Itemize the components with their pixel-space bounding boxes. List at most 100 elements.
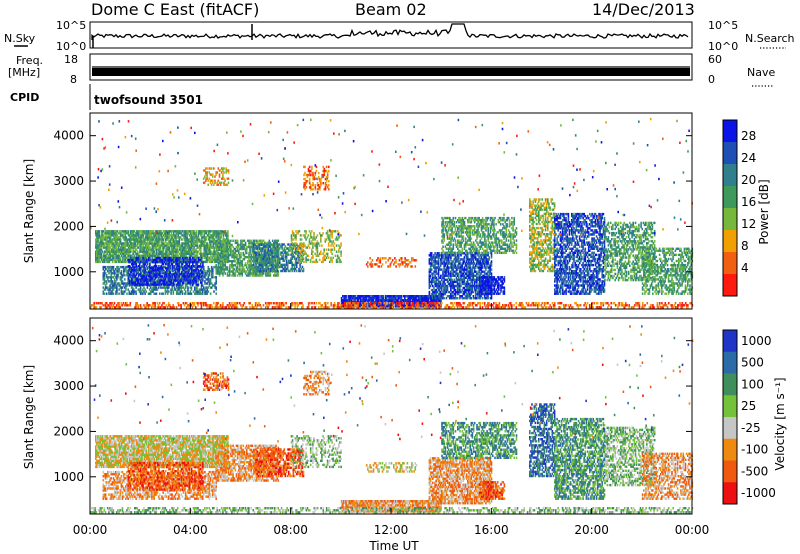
heatmap-cell <box>245 242 247 244</box>
heatmap-cell <box>207 184 209 186</box>
heatmap-cell <box>185 286 187 288</box>
heatmap-cell <box>306 186 308 188</box>
heatmap-cell <box>331 253 333 255</box>
heatmap-cell <box>128 230 130 232</box>
noise-sky-line <box>92 24 688 40</box>
heatmap-cell <box>302 260 304 262</box>
heatmap-cell <box>202 279 204 281</box>
heatmap-cell <box>206 173 208 175</box>
heatmap-cell <box>340 261 342 263</box>
heatmap-cell <box>241 262 243 264</box>
heatmap-cell <box>156 265 158 267</box>
heatmap-cell <box>227 266 229 268</box>
heatmap-cell <box>338 257 340 259</box>
heatmap-cell <box>222 240 224 242</box>
heatmap-cell <box>145 267 147 269</box>
heatmap-cell <box>212 173 214 175</box>
heatmap-cell <box>124 274 126 276</box>
heatmap-cell <box>291 234 293 236</box>
heatmap-cell <box>326 180 328 182</box>
heatmap-cell <box>340 251 342 253</box>
heatmap-cell <box>312 182 314 184</box>
heatmap-cell <box>256 240 258 242</box>
heatmap-cell <box>223 246 225 248</box>
heatmap-cell <box>330 257 332 259</box>
heatmap-cell <box>200 249 202 251</box>
heatmap-cell <box>315 184 317 186</box>
heatmap-cell <box>135 290 137 292</box>
heatmap-cell <box>97 238 99 240</box>
heatmap-cell <box>327 253 329 255</box>
heatmap-cell <box>106 282 108 284</box>
heatmap-cell <box>143 275 145 277</box>
freq-tick-top: 18 <box>64 53 78 66</box>
heatmap-cell <box>223 171 225 173</box>
heatmap-cell <box>210 251 212 253</box>
heatmap-cell <box>260 260 262 262</box>
heatmap-cell <box>178 267 180 269</box>
heatmap-cell <box>135 286 137 288</box>
nave-tick-bottom: 0 <box>708 73 715 86</box>
heatmap-cell <box>234 268 236 270</box>
heatmap-cell <box>208 286 210 288</box>
noise-search-label: N.Search <box>745 32 795 45</box>
heatmap-cell <box>210 278 212 280</box>
heatmap-cell <box>215 278 217 280</box>
heatmap-cell <box>129 265 131 267</box>
heatmap-cell <box>181 261 183 263</box>
heatmap-cell <box>215 264 217 266</box>
heatmap-cell <box>325 186 327 188</box>
heatmap-cell <box>173 257 175 259</box>
heatmap-cell <box>340 234 342 236</box>
freq-tick-bottom: 8 <box>70 73 77 86</box>
heatmap-cell <box>145 290 147 292</box>
heatmap-cell <box>211 266 213 268</box>
heatmap-cell <box>345 295 347 297</box>
heatmap-cell <box>197 253 199 255</box>
heatmap-cell <box>272 264 274 266</box>
heatmap-cell <box>162 293 164 295</box>
heatmap-cell <box>149 263 151 265</box>
heatmap-cell <box>320 238 322 240</box>
heatmap-cell <box>174 283 176 285</box>
date-title: 14/Dec/2013 <box>592 0 695 19</box>
heatmap-cell <box>212 268 214 270</box>
heatmap-cell <box>440 299 442 301</box>
heatmap-cell <box>309 180 311 182</box>
heatmap-cell <box>156 271 158 273</box>
heatmap-cell <box>310 259 312 261</box>
heatmap-cell <box>182 290 184 292</box>
heatmap-cell <box>219 254 221 256</box>
heatmap-cell <box>431 268 433 270</box>
heatmap-cell <box>301 242 303 244</box>
heatmap-cell <box>313 242 315 244</box>
heatmap-cell <box>160 283 162 285</box>
heatmap-cell <box>316 170 318 172</box>
heatmap-cell <box>158 265 160 267</box>
heatmap-cell <box>378 295 380 297</box>
heatmap-cell <box>430 285 432 287</box>
heatmap-cell <box>292 251 294 253</box>
heatmap-cell <box>320 253 322 255</box>
heatmap-cell <box>201 267 203 269</box>
heatmap-cell <box>198 269 200 271</box>
heatmap-cell <box>318 172 320 174</box>
heatmap-cell <box>165 277 167 279</box>
heatmap-cell <box>335 230 337 232</box>
heatmap-cell <box>186 234 188 236</box>
heatmap-cell <box>383 295 385 297</box>
heatmap-cell <box>299 230 301 232</box>
heatmap-cell <box>181 277 183 279</box>
heatmap-cell <box>210 293 212 295</box>
heatmap-cell <box>278 240 280 242</box>
heatmap-cell <box>228 169 230 171</box>
heatmap-cell <box>293 232 295 234</box>
heatmap-cell <box>181 271 183 273</box>
heatmap-cell <box>295 238 297 240</box>
heatmap-cell <box>179 293 181 295</box>
heatmap-cell <box>311 236 313 238</box>
heatmap-cell <box>221 242 223 244</box>
heatmap-cell <box>123 293 125 295</box>
heatmap-cell <box>116 278 118 280</box>
heatmap-cell <box>211 167 213 169</box>
